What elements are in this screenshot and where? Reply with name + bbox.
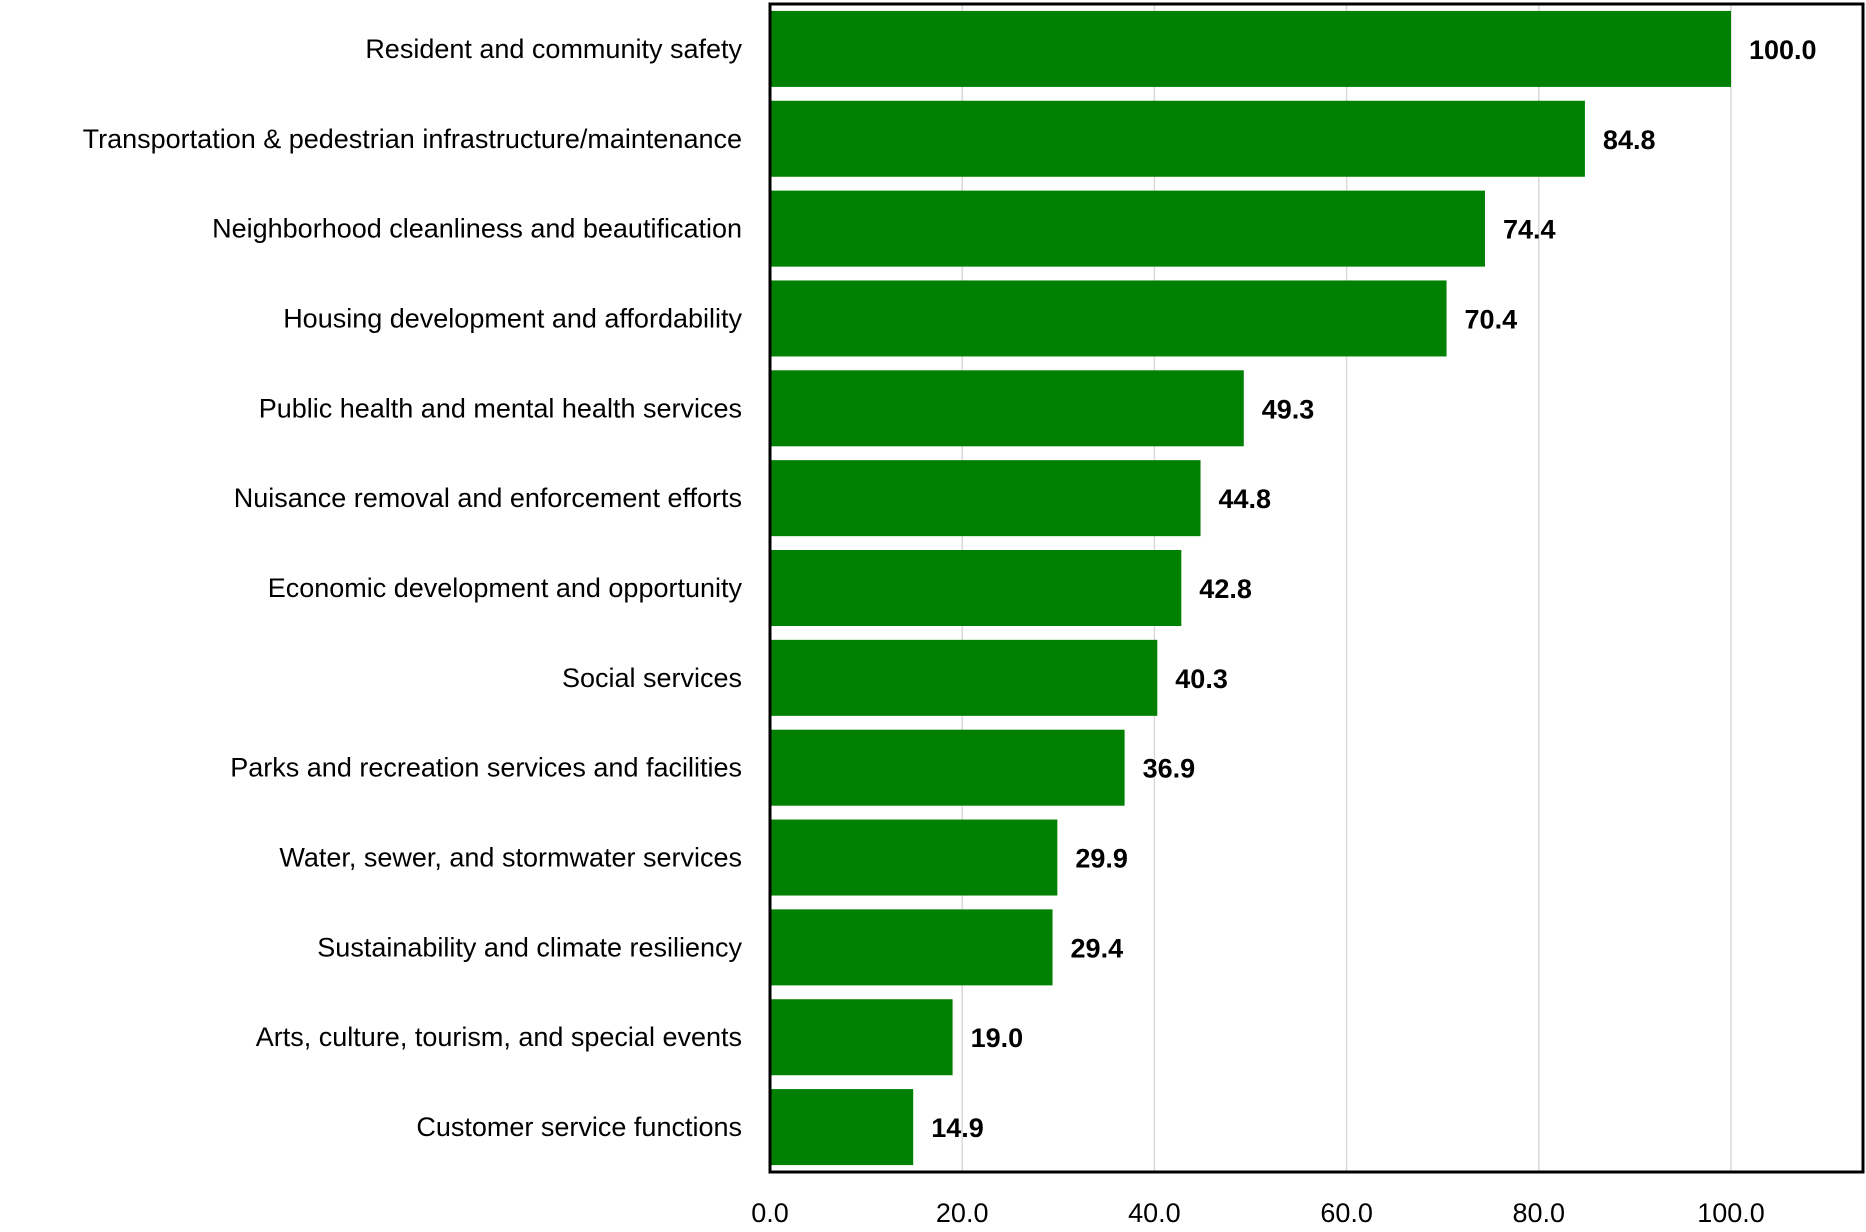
bar xyxy=(770,1089,914,1166)
bar-value-label: 29.9 xyxy=(1075,844,1128,874)
bar-value-label: 84.8 xyxy=(1603,125,1656,155)
category-label: Social services xyxy=(562,663,742,693)
bar-value-label: 70.4 xyxy=(1465,304,1518,334)
bar xyxy=(770,10,1731,87)
x-tick-label: 60.0 xyxy=(1320,1198,1373,1228)
category-label: Neighborhood cleanliness and beautificat… xyxy=(212,214,742,244)
bar-value-label: 42.8 xyxy=(1199,574,1252,604)
bar-value-label: 14.9 xyxy=(931,1113,984,1143)
bar xyxy=(770,280,1447,357)
category-label: Sustainability and climate resiliency xyxy=(317,932,742,962)
category-labels: Resident and community safety Transportat… xyxy=(83,34,743,1142)
category-label: Parks and recreation services and facili… xyxy=(230,753,742,783)
bar xyxy=(770,729,1125,806)
bar xyxy=(770,819,1058,896)
bar-value-label: 100.0 xyxy=(1749,35,1817,65)
bar xyxy=(770,370,1244,447)
bar-value-label: 49.3 xyxy=(1262,394,1315,424)
bar-value-label: 44.8 xyxy=(1219,484,1272,514)
bar xyxy=(770,639,1158,716)
category-label: Resident and community safety xyxy=(365,34,742,64)
category-label: Transportation & pedestrian infrastructu… xyxy=(83,124,742,154)
x-tick-label: 100.0 xyxy=(1697,1198,1765,1228)
x-tick-label: 0.0 xyxy=(751,1198,789,1228)
bar xyxy=(770,550,1182,626)
bar-value-label: 74.4 xyxy=(1503,215,1556,245)
bar xyxy=(770,999,953,1076)
category-label: Public health and mental health services xyxy=(259,393,742,423)
bar-value-label: 19.0 xyxy=(971,1023,1024,1053)
category-label: Arts, culture, tourism, and special even… xyxy=(256,1022,742,1052)
plot-area-frame xyxy=(768,2,1865,1174)
x-tick-label: 20.0 xyxy=(936,1198,989,1228)
bar xyxy=(770,100,1585,177)
x-axis-ticks: 0.0 20.0 40.0 60.0 80.0 100.0 xyxy=(751,1198,1765,1228)
bar-value-label: 29.4 xyxy=(1071,933,1124,963)
bar xyxy=(770,460,1201,537)
category-label: Customer service functions xyxy=(416,1112,742,1142)
bar xyxy=(770,190,1485,267)
x-tick-label: 80.0 xyxy=(1513,1198,1566,1228)
bar-value-label: 36.9 xyxy=(1143,754,1196,784)
category-label: Nuisance removal and enforcement efforts xyxy=(234,483,742,513)
bar xyxy=(770,909,1053,986)
category-label: Housing development and affordability xyxy=(283,303,742,333)
x-tick-label: 40.0 xyxy=(1128,1198,1181,1228)
bars xyxy=(770,10,1731,1166)
bar-value-label: 40.3 xyxy=(1175,664,1228,694)
category-label: Water, sewer, and stormwater services xyxy=(279,843,742,873)
value-labels: 100.0 84.8 74.4 70.4 49.3 44.8 42.8 40.3 36.9 29.… xyxy=(931,35,1816,1143)
category-label: Economic development and opportunity xyxy=(268,573,743,603)
